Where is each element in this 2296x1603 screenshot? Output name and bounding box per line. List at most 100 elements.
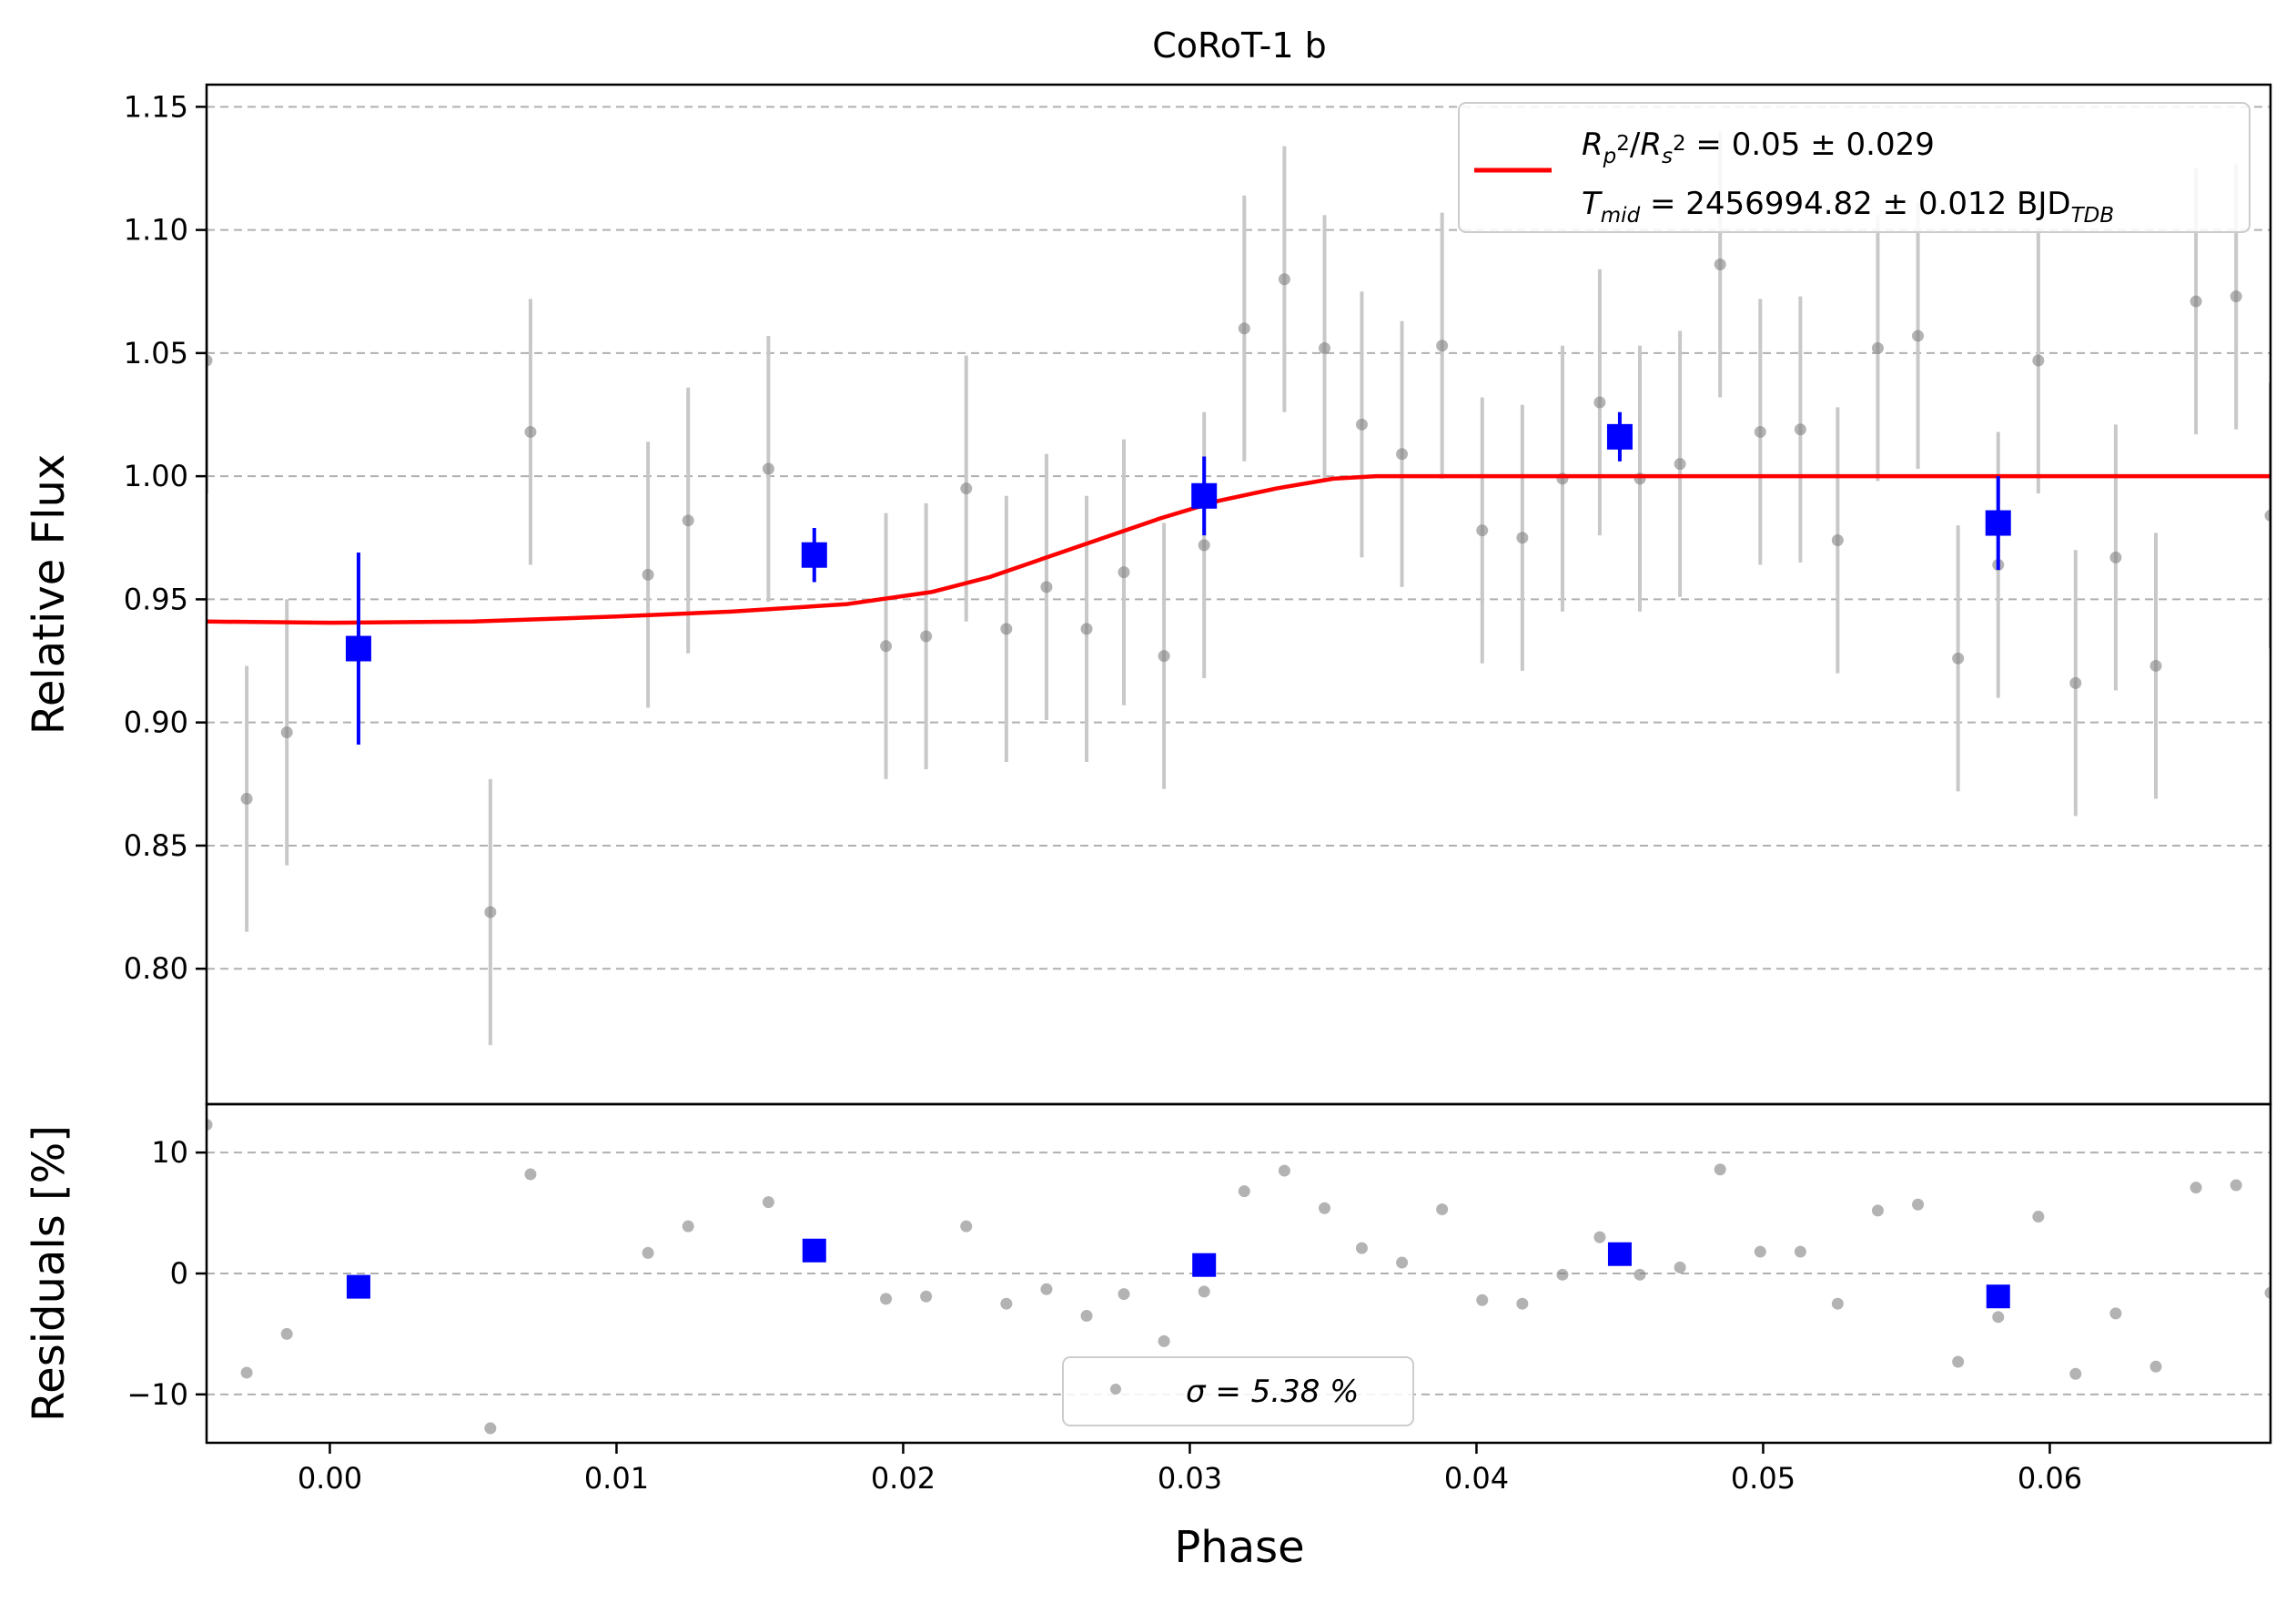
raw-residual-point <box>1080 1310 1093 1322</box>
raw-point <box>762 462 774 475</box>
chart-title: CoRoT-1 b <box>1152 25 1327 66</box>
raw-residual-point <box>1674 1261 1686 1273</box>
top-y-tick-label: 0.95 <box>124 582 188 616</box>
raw-point <box>2264 509 2271 522</box>
raw-point <box>2230 290 2242 303</box>
raw-residual-point <box>240 1366 253 1379</box>
raw-point <box>2149 659 2162 672</box>
binned-point <box>345 635 371 662</box>
bottom-gridlines <box>207 1152 2271 1395</box>
top-y-tick-label: 0.90 <box>124 705 188 740</box>
raw-point <box>207 354 213 367</box>
top-y-tick-label: 1.05 <box>124 336 188 370</box>
raw-point <box>1396 448 1409 461</box>
raw-point <box>960 482 973 495</box>
raw-residual-point <box>1633 1268 1646 1281</box>
raw-point <box>1319 341 1330 354</box>
raw-point <box>1871 341 1884 354</box>
raw-point <box>1000 623 1013 635</box>
raw-residual-point <box>1436 1203 1449 1216</box>
raw-point <box>1040 581 1053 594</box>
raw-residual-point <box>1355 1242 1368 1254</box>
raw-residual-point <box>524 1168 537 1181</box>
residual-legend: σ = 5.38 % <box>1062 1356 1414 1426</box>
raw-residual-point <box>1000 1297 1013 1310</box>
raw-residual-point <box>1912 1198 1925 1211</box>
raw-residual-point <box>642 1246 654 1259</box>
binned-point <box>1606 423 1633 450</box>
raw-residual-point <box>1831 1297 1844 1310</box>
model-series <box>207 473 2271 625</box>
raw-residual-point <box>1794 1245 1806 1258</box>
raw-point <box>1674 458 1686 471</box>
raw-point <box>2032 354 2045 367</box>
raw-residual-point <box>1593 1231 1606 1243</box>
raw-point <box>1198 539 1210 552</box>
top-y-tick-label: 1.15 <box>124 89 188 124</box>
raw-point <box>1912 330 1925 342</box>
raw-residual-point <box>762 1196 774 1209</box>
raw-residual-point <box>2264 1286 2271 1299</box>
raw-residual-point <box>2149 1360 2162 1373</box>
raw-residual-point <box>1871 1204 1884 1217</box>
raw-point <box>682 514 694 527</box>
raw-residual-point <box>1556 1268 1569 1281</box>
raw-residual-point <box>1476 1294 1489 1306</box>
raw-point <box>1516 532 1529 544</box>
binned-data-series <box>345 411 2011 746</box>
x-tick-label: 0.03 <box>1158 1461 1222 1496</box>
raw-residual-point <box>682 1220 694 1233</box>
residual-legend-marker <box>1110 1384 1121 1395</box>
raw-point <box>880 640 893 653</box>
raw-residual-point <box>280 1327 293 1340</box>
raw-residual-point <box>2032 1211 2045 1223</box>
raw-point <box>1593 396 1606 409</box>
raw-residual-point <box>484 1422 497 1435</box>
bottom-y-axis-label: Residuals [%] <box>24 1125 75 1422</box>
raw-residual-series <box>207 1119 2271 1435</box>
residual-legend-label: σ = 5.38 % <box>1186 1374 1359 1410</box>
x-tick-label: 0.06 <box>2018 1461 2082 1496</box>
bottom-y-tick-label: −10 <box>126 1377 188 1412</box>
raw-residual-point <box>2190 1182 2202 1194</box>
x-tick-label: 0.01 <box>584 1461 649 1496</box>
raw-residual-point <box>207 1119 213 1131</box>
raw-residual-point <box>1516 1297 1529 1310</box>
raw-point <box>484 906 497 918</box>
legend-rp-rs-text: Rp2/Rs2 = 0.05 ± 0.029 <box>1582 127 1935 168</box>
raw-point <box>1238 322 1250 335</box>
binned-point <box>1985 510 2011 536</box>
raw-point <box>1754 425 1766 438</box>
raw-point <box>1714 258 1726 270</box>
top-y-tick-label: 0.85 <box>124 828 188 863</box>
raw-point <box>2069 676 2082 689</box>
x-tick-label: 0.05 <box>1731 1461 1795 1496</box>
raw-point <box>1952 652 1965 665</box>
raw-residual-point <box>1238 1185 1250 1198</box>
binned-residual-point <box>1607 1242 1632 1266</box>
top-y-axis-label: Relative Flux <box>24 454 75 736</box>
raw-point <box>2190 295 2202 308</box>
raw-point <box>1278 273 1290 286</box>
raw-residual-point <box>1040 1283 1053 1295</box>
binned-residual-point <box>1986 1284 2010 1309</box>
top-y-tick-label: 0.80 <box>124 951 188 986</box>
raw-residual-point <box>2109 1307 2122 1320</box>
raw-residual-point <box>1952 1355 1965 1368</box>
raw-residual-point <box>1992 1311 2005 1324</box>
top-legend: Rp2/Rs2 = 0.05 ± 0.029 Tmid = 2456994.82… <box>1458 102 2250 233</box>
x-axis-ticks: 0.00 0.01 0.02 0.03 0.04 0.05 0.06 <box>298 1443 2082 1496</box>
model-curve <box>207 473 2271 625</box>
raw-residual-point <box>880 1293 893 1305</box>
binned-residual-point <box>802 1238 826 1263</box>
raw-point <box>920 630 933 643</box>
raw-point <box>1436 340 1449 352</box>
binned-residual-series <box>346 1238 2010 1309</box>
raw-residual-point <box>2069 1367 2082 1380</box>
x-tick-label: 0.04 <box>1444 1461 1509 1496</box>
legend-tmid-text: Tmid = 2456994.82 ± 0.012 BJDTDB <box>1582 186 2114 228</box>
bottom-y-tick-label: 10 <box>151 1135 188 1170</box>
raw-point <box>1794 423 1806 436</box>
